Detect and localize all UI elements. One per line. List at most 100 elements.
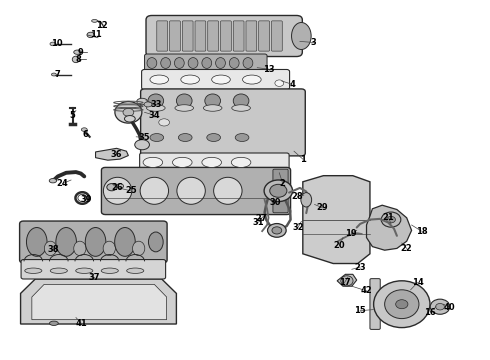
FancyBboxPatch shape bbox=[259, 21, 270, 51]
Text: 6: 6 bbox=[83, 130, 89, 139]
Ellipse shape bbox=[148, 232, 163, 252]
Text: 23: 23 bbox=[354, 263, 366, 272]
Text: 32: 32 bbox=[292, 223, 304, 232]
Ellipse shape bbox=[74, 241, 86, 256]
Ellipse shape bbox=[56, 228, 76, 256]
Text: 22: 22 bbox=[401, 244, 413, 253]
Ellipse shape bbox=[205, 94, 220, 108]
Text: 7: 7 bbox=[55, 70, 61, 79]
Ellipse shape bbox=[92, 19, 98, 22]
Ellipse shape bbox=[381, 212, 401, 227]
Text: 41: 41 bbox=[76, 320, 88, 328]
Polygon shape bbox=[367, 205, 412, 250]
Ellipse shape bbox=[232, 105, 250, 111]
Polygon shape bbox=[303, 176, 370, 264]
Ellipse shape bbox=[373, 281, 430, 328]
Ellipse shape bbox=[212, 75, 230, 84]
Ellipse shape bbox=[159, 119, 170, 126]
FancyBboxPatch shape bbox=[208, 21, 219, 51]
FancyBboxPatch shape bbox=[146, 15, 302, 57]
Ellipse shape bbox=[24, 268, 42, 274]
Text: 42: 42 bbox=[361, 287, 372, 295]
Ellipse shape bbox=[231, 157, 251, 167]
Text: 34: 34 bbox=[148, 111, 160, 120]
Ellipse shape bbox=[103, 241, 116, 256]
Ellipse shape bbox=[275, 80, 284, 86]
Ellipse shape bbox=[264, 180, 293, 202]
Ellipse shape bbox=[301, 193, 312, 207]
Ellipse shape bbox=[117, 184, 123, 189]
Ellipse shape bbox=[107, 184, 117, 191]
Text: 3: 3 bbox=[311, 38, 317, 47]
Ellipse shape bbox=[148, 94, 164, 108]
Ellipse shape bbox=[430, 299, 450, 314]
Ellipse shape bbox=[235, 134, 249, 141]
Ellipse shape bbox=[50, 42, 56, 46]
Polygon shape bbox=[96, 148, 128, 160]
Polygon shape bbox=[337, 274, 357, 286]
Ellipse shape bbox=[50, 268, 67, 274]
Ellipse shape bbox=[292, 23, 311, 50]
FancyBboxPatch shape bbox=[157, 21, 168, 51]
Ellipse shape bbox=[175, 105, 194, 111]
FancyBboxPatch shape bbox=[142, 69, 290, 90]
Ellipse shape bbox=[341, 276, 353, 286]
FancyBboxPatch shape bbox=[182, 21, 193, 51]
Ellipse shape bbox=[436, 303, 444, 310]
Text: 20: 20 bbox=[334, 241, 345, 250]
Ellipse shape bbox=[137, 98, 147, 105]
Ellipse shape bbox=[81, 128, 87, 131]
Ellipse shape bbox=[75, 268, 93, 274]
Text: 13: 13 bbox=[263, 65, 274, 74]
Ellipse shape bbox=[172, 157, 192, 167]
Ellipse shape bbox=[103, 177, 132, 204]
FancyBboxPatch shape bbox=[140, 153, 289, 172]
Ellipse shape bbox=[140, 177, 169, 204]
Ellipse shape bbox=[115, 102, 142, 123]
FancyBboxPatch shape bbox=[195, 21, 206, 51]
FancyBboxPatch shape bbox=[20, 221, 167, 263]
Text: 26: 26 bbox=[112, 183, 123, 192]
Text: 16: 16 bbox=[424, 307, 436, 317]
Ellipse shape bbox=[150, 75, 169, 84]
Text: 21: 21 bbox=[383, 213, 394, 222]
Text: 19: 19 bbox=[345, 229, 357, 238]
Ellipse shape bbox=[270, 184, 287, 197]
Ellipse shape bbox=[133, 241, 145, 256]
Ellipse shape bbox=[202, 157, 221, 167]
Ellipse shape bbox=[207, 134, 220, 141]
FancyBboxPatch shape bbox=[271, 21, 282, 51]
Ellipse shape bbox=[385, 290, 419, 319]
Ellipse shape bbox=[268, 224, 286, 237]
Ellipse shape bbox=[126, 268, 144, 274]
Ellipse shape bbox=[147, 105, 165, 111]
FancyBboxPatch shape bbox=[170, 21, 180, 51]
Ellipse shape bbox=[85, 228, 106, 256]
Ellipse shape bbox=[229, 58, 239, 68]
Text: 39: 39 bbox=[80, 194, 92, 204]
Text: 36: 36 bbox=[111, 150, 122, 159]
Text: 33: 33 bbox=[150, 100, 162, 109]
Text: 14: 14 bbox=[412, 278, 423, 287]
Ellipse shape bbox=[87, 32, 94, 37]
Ellipse shape bbox=[395, 300, 408, 309]
FancyBboxPatch shape bbox=[246, 21, 257, 51]
Ellipse shape bbox=[176, 94, 192, 108]
Ellipse shape bbox=[216, 58, 225, 68]
Text: 12: 12 bbox=[96, 21, 108, 30]
FancyBboxPatch shape bbox=[21, 260, 166, 279]
FancyBboxPatch shape bbox=[145, 54, 267, 72]
Ellipse shape bbox=[123, 108, 134, 116]
Text: 37: 37 bbox=[89, 274, 100, 282]
Text: 35: 35 bbox=[138, 133, 150, 142]
Text: 5: 5 bbox=[70, 111, 75, 120]
Text: 27: 27 bbox=[255, 214, 267, 223]
Ellipse shape bbox=[143, 157, 163, 167]
Ellipse shape bbox=[49, 321, 58, 325]
Ellipse shape bbox=[51, 73, 56, 76]
Text: 4: 4 bbox=[289, 80, 295, 89]
Text: 38: 38 bbox=[47, 245, 59, 253]
FancyBboxPatch shape bbox=[273, 169, 288, 213]
Ellipse shape bbox=[181, 75, 199, 84]
Text: 2: 2 bbox=[280, 179, 286, 188]
